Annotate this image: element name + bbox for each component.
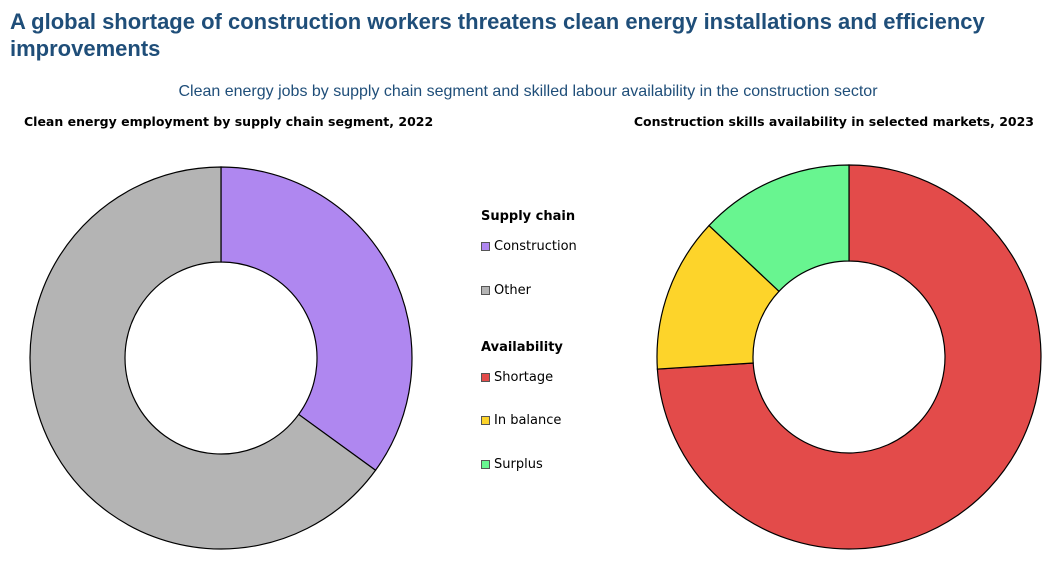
legend-item-other: Other: [481, 283, 531, 298]
legend-swatch-other: [481, 286, 490, 295]
skills-donut-chart: [656, 164, 1042, 550]
employment-slice-other: [29, 166, 377, 550]
legend-label-other: Other: [494, 283, 531, 298]
legend-item-shortage: Shortage: [481, 370, 553, 385]
legend-label-construction: Construction: [494, 239, 577, 254]
legend-swatch-construction: [481, 242, 490, 251]
chart-title-skills: Construction skills availability in sele…: [633, 114, 1034, 129]
legend-heading-supply-chain: Supply chain: [481, 209, 576, 224]
legend-label-shortage: Shortage: [494, 370, 554, 385]
employment-slice-construction: [220, 166, 413, 472]
legend-item-construction: Construction: [481, 239, 577, 254]
legend-swatch-surplus: [481, 460, 490, 469]
legend-item-in-balance: In balance: [481, 413, 561, 428]
legend-heading-availability: Availability: [481, 340, 563, 355]
subtitle: Clean energy jobs by supply chain segmen…: [178, 83, 878, 100]
legend-label-in-balance: In balance: [494, 413, 562, 428]
legend-item-surplus: Surplus: [481, 457, 543, 472]
legend-label-surplus: Surplus: [494, 457, 543, 472]
chart-title-employment: Clean energy employment by supply chain …: [24, 114, 434, 129]
legend-swatch-in-balance: [481, 416, 490, 425]
skills-slice-shortage: [656, 164, 1042, 550]
employment-donut-chart: [29, 166, 413, 550]
skills-slice-surplus: [708, 164, 850, 293]
main-title: A global shortage of construction worker…: [10, 9, 985, 61]
legend-swatch-shortage: [481, 373, 490, 382]
